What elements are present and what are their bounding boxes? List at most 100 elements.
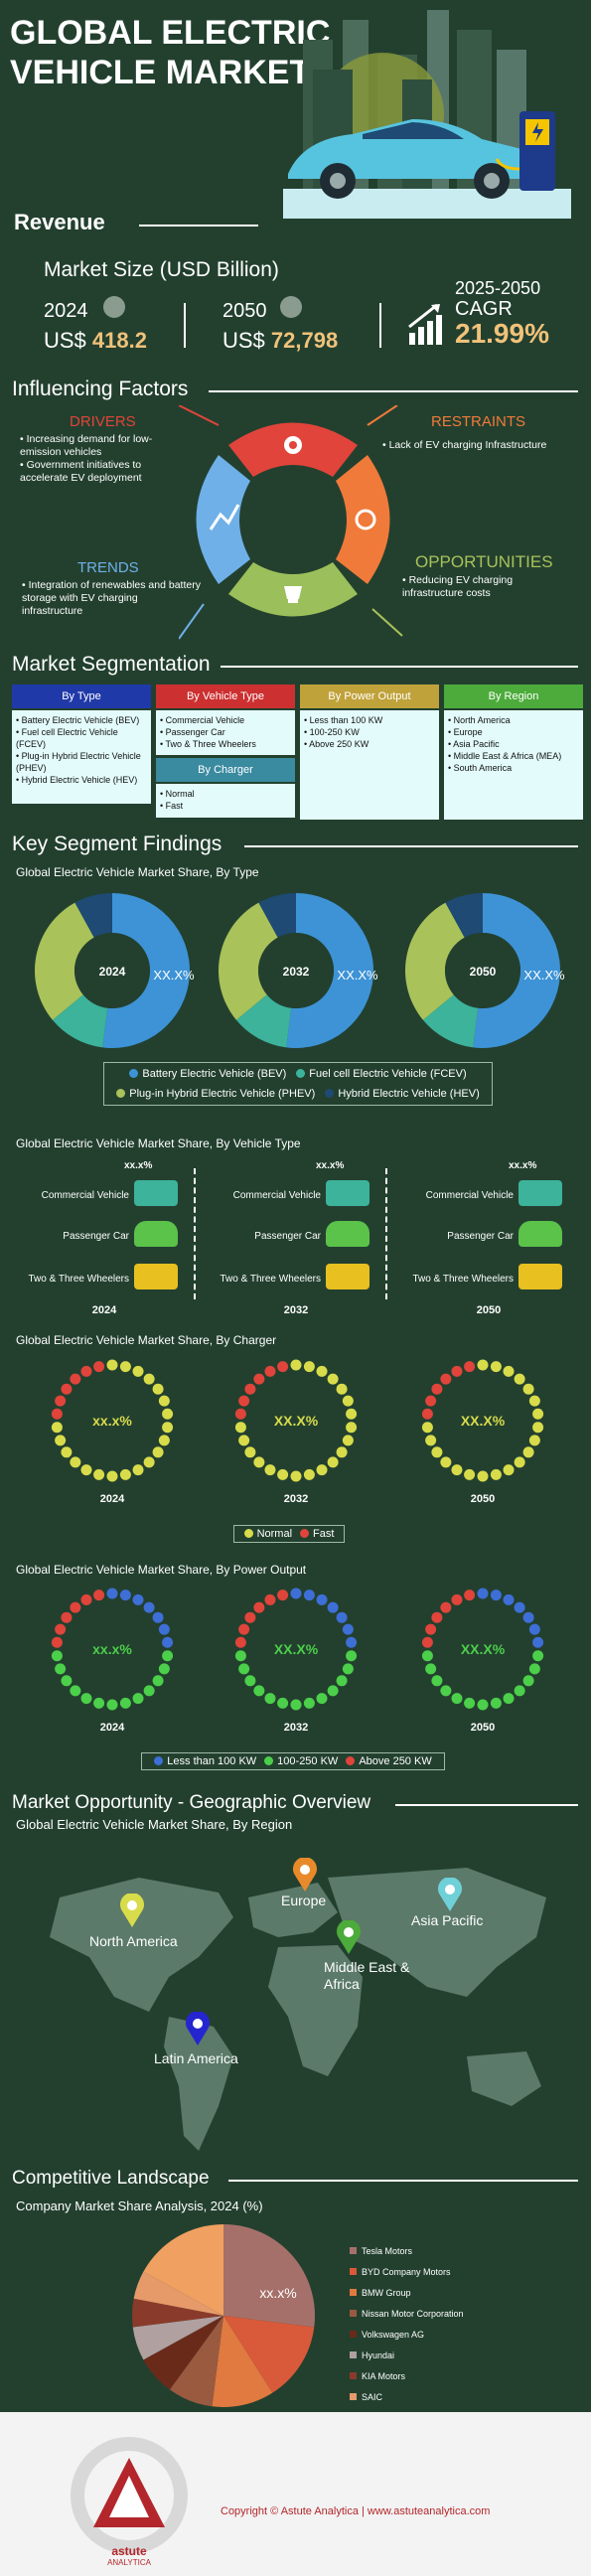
legend-item-hev: Hybrid Electric Vehicle (HEV) bbox=[325, 1088, 480, 1100]
donut-year-label: 2024 bbox=[99, 965, 126, 979]
ring-dot bbox=[106, 1470, 118, 1482]
ring-dot bbox=[431, 1675, 443, 1687]
ring-dot bbox=[327, 1373, 339, 1385]
ring-dot bbox=[303, 1697, 315, 1709]
vehicle-row-label: Commercial Vehicle bbox=[41, 1190, 129, 1201]
ring-dot bbox=[238, 1435, 250, 1446]
seg-header-by-region: By Region bbox=[444, 684, 583, 708]
power-legend: Less than 100 KW 100-250 KW Above 250 KW bbox=[141, 1752, 445, 1770]
ring-dot bbox=[70, 1373, 81, 1385]
ring-dot bbox=[346, 1408, 358, 1420]
ring-dot bbox=[253, 1601, 265, 1613]
ring-dot bbox=[80, 1593, 92, 1605]
donut-slice bbox=[258, 893, 296, 938]
ring-dot bbox=[264, 1593, 276, 1605]
ring-dot bbox=[451, 1365, 463, 1377]
truck-icon bbox=[518, 1180, 562, 1206]
company-pie-chart: xx.x% bbox=[132, 2224, 315, 2407]
ring-dot bbox=[464, 1697, 476, 1709]
ring-dot bbox=[158, 1395, 170, 1407]
ring-dot bbox=[132, 1365, 144, 1377]
ring-dot bbox=[55, 1395, 67, 1407]
vehicle-type-panels: xx.x% Commercial Vehicle Passenger Car Two … bbox=[0, 1160, 591, 1319]
donut-year-label: 2050 bbox=[470, 965, 497, 979]
seg-list-by-power: • Less than 100 KW • 100-250 KW • Above … bbox=[300, 710, 439, 820]
copyright-text: Copyright © Astute Analytica | www.astut… bbox=[221, 2505, 491, 2517]
ring-dot bbox=[421, 1408, 433, 1420]
ring-year-label: 2032 bbox=[284, 1493, 308, 1505]
vehicle-year-label: 2050 bbox=[476, 1304, 502, 1316]
ring-dot bbox=[451, 1464, 463, 1476]
geo-subtitle: Global Electric Vehicle Market Share, By… bbox=[16, 1817, 293, 1832]
donut-slice bbox=[405, 902, 465, 1020]
ring-year-label: 2050 bbox=[471, 1722, 495, 1734]
ring-dot bbox=[477, 1470, 489, 1482]
vehicle-panel-separator bbox=[385, 1168, 387, 1299]
ring-dot bbox=[119, 1697, 131, 1709]
region-label-latin-america: Latin America bbox=[154, 2050, 238, 2066]
ring-dot bbox=[440, 1601, 452, 1613]
pie-slice bbox=[132, 2316, 223, 2360]
ring-dot bbox=[152, 1383, 164, 1395]
ring-dot bbox=[490, 1468, 502, 1480]
drivers-title: DRIVERS bbox=[70, 413, 136, 430]
company-legend-item: BYD Company Motors bbox=[350, 2262, 548, 2283]
ring-dot bbox=[143, 1456, 155, 1468]
legend-item-fast: Fast bbox=[300, 1528, 334, 1540]
trend-item: • Integration of renewables and battery … bbox=[22, 579, 201, 617]
seg-header-by-power: By Power Output bbox=[300, 684, 439, 708]
ring-dot bbox=[346, 1650, 358, 1662]
region-label-mea: Middle East & Africa bbox=[324, 1959, 410, 1992]
donut-slice bbox=[218, 902, 278, 1020]
cagr-period: 2025-2050 bbox=[455, 278, 541, 298]
factors-divider bbox=[209, 390, 578, 392]
donut-slice bbox=[286, 893, 373, 1048]
ring-dot bbox=[303, 1361, 315, 1373]
ring-dot bbox=[61, 1675, 73, 1687]
power-chart-title: Global Electric Vehicle Market Share, By… bbox=[16, 1563, 307, 1577]
ring-dot bbox=[528, 1663, 540, 1675]
ring-dot bbox=[532, 1408, 544, 1420]
ring-value-label: xx.x% bbox=[92, 1413, 132, 1429]
ring-dot bbox=[143, 1685, 155, 1697]
ring-dot bbox=[132, 1464, 144, 1476]
revenue-title: Revenue bbox=[14, 210, 105, 234]
vehicle-value-label: xx.x% bbox=[316, 1160, 345, 1171]
ring-dot bbox=[528, 1623, 540, 1635]
vehicle-row-label: Two & Three Wheelers bbox=[28, 1274, 129, 1285]
ring-dot bbox=[503, 1693, 515, 1705]
ring-dot bbox=[290, 1588, 302, 1599]
ring-dot bbox=[440, 1685, 452, 1697]
vehicle-chart-title: Global Electric Vehicle Market Share, By… bbox=[16, 1136, 301, 1150]
ring-dot bbox=[162, 1422, 174, 1434]
ring-dot bbox=[290, 1470, 302, 1482]
ring-dot bbox=[51, 1408, 63, 1420]
ring-dot bbox=[162, 1408, 174, 1420]
legend-swatch bbox=[350, 2289, 357, 2296]
ring-dot bbox=[532, 1650, 544, 1662]
legend-swatch bbox=[350, 2247, 357, 2254]
seg-item: • Two & Three Wheelers bbox=[160, 739, 256, 749]
ring-dot bbox=[61, 1446, 73, 1458]
seg-item: • Hybrid Electric Vehicle (HEV) bbox=[16, 775, 138, 785]
competitive-subtitle: Company Market Share Analysis, 2024 (%) bbox=[16, 2198, 263, 2213]
ring-dot bbox=[490, 1590, 502, 1601]
ring-dot bbox=[514, 1601, 525, 1613]
ring-dot bbox=[244, 1446, 256, 1458]
ring-dot bbox=[514, 1685, 525, 1697]
charger-chart-title: Global Electric Vehicle Market Share, By… bbox=[16, 1333, 277, 1347]
seg-item: • Fast bbox=[160, 801, 184, 811]
seg-item: • Asia Pacific bbox=[448, 739, 500, 749]
factors-title: Influencing Factors bbox=[12, 378, 189, 400]
ring-dot bbox=[464, 1590, 476, 1601]
europe-pin-icon bbox=[293, 1858, 317, 1892]
ring-dot bbox=[80, 1464, 92, 1476]
revenue-separator-2 bbox=[379, 303, 381, 348]
ring-dot bbox=[451, 1593, 463, 1605]
ring-dot bbox=[532, 1636, 544, 1648]
legend-item-less-100: Less than 100 KW bbox=[154, 1755, 256, 1767]
ring-dot bbox=[238, 1395, 250, 1407]
ring-dot bbox=[51, 1636, 63, 1648]
ring-dot bbox=[152, 1611, 164, 1623]
middle-east-africa-pin-icon bbox=[337, 1920, 361, 1954]
